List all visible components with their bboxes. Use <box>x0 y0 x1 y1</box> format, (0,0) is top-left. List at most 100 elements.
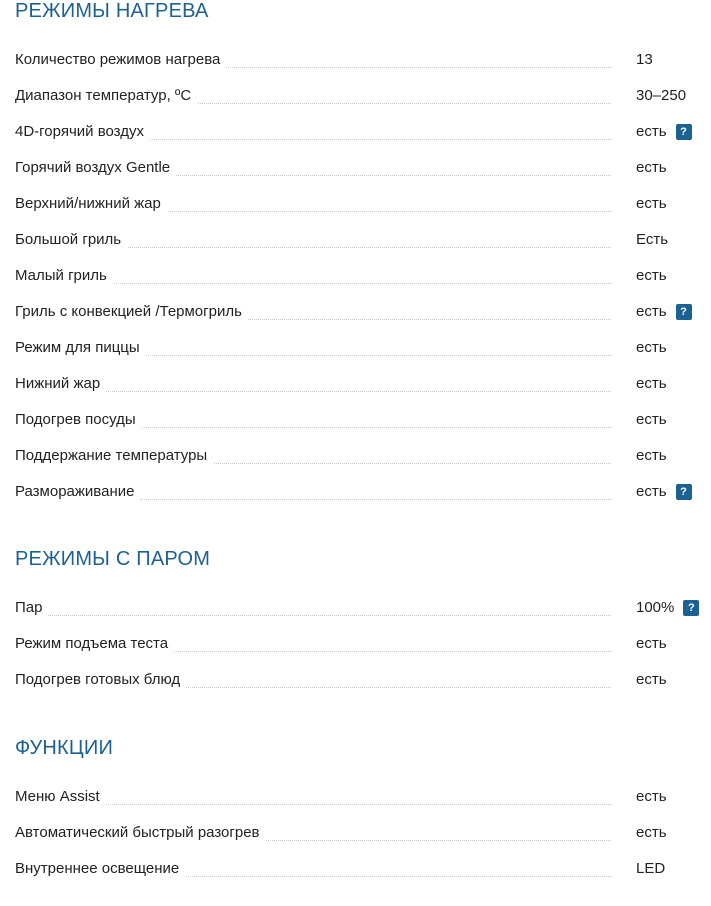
spec-value-cell: есть <box>621 339 695 357</box>
dotted-leader <box>15 804 611 805</box>
help-icon[interactable]: ? <box>675 304 692 320</box>
spec-list: Пар 100%? Режим подъема теста есть Подогрев … <box>15 590 700 698</box>
spec-label: Гриль с конвекцией /Термогриль <box>15 303 248 321</box>
spec-value-cell: есть <box>621 671 695 689</box>
spec-value-cell: есть <box>621 447 695 465</box>
spec-value-cell: есть <box>621 411 695 429</box>
spec-value: есть <box>636 635 667 652</box>
spec-value: есть <box>636 447 667 464</box>
spec-row: Малый гриль есть <box>15 258 695 294</box>
spec-value: есть <box>636 123 667 140</box>
spec-label-cell: Режим подъема теста <box>15 626 621 662</box>
spec-label: Подогрев готовых блюд <box>15 671 187 689</box>
spec-label-cell: Гриль с конвекцией /Термогриль <box>15 294 621 330</box>
spec-label-cell: Горячий воздух Gentle <box>15 150 621 186</box>
spec-label: Подогрев посуды <box>15 411 142 429</box>
spec-label-cell: Размораживание <box>15 474 621 510</box>
spec-value-cell: есть <box>621 159 695 177</box>
spec-row: Верхний/нижний жар есть <box>15 186 695 222</box>
spec-value-cell: Есть <box>621 231 695 249</box>
spec-label: Меню Assist <box>15 788 106 806</box>
spec-row: Пар 100%? <box>15 590 700 626</box>
spec-row: Нижний жар есть <box>15 366 695 402</box>
spec-row: Подогрев готовых блюд есть <box>15 662 695 698</box>
spec-value-cell: 30–250 <box>621 87 695 105</box>
spec-value-cell: есть <box>621 375 695 393</box>
spec-value-cell: 13 <box>621 51 695 69</box>
dotted-leader <box>15 139 611 140</box>
spec-row: Гриль с конвекцией /Термогриль есть? <box>15 294 695 330</box>
spec-label-cell: Внутреннее освещение <box>15 851 621 887</box>
spec-row: Размораживание есть? <box>15 474 695 510</box>
spec-value: есть <box>636 375 667 392</box>
spec-value-cell: есть <box>621 267 695 285</box>
spec-value: есть <box>636 159 667 176</box>
dotted-leader <box>15 175 611 176</box>
spec-value: 30–250 <box>636 87 687 104</box>
spec-value-cell: есть? <box>621 123 695 141</box>
spec-value: есть <box>636 195 667 212</box>
spec-label: Пар <box>15 599 49 617</box>
spec-value-cell: есть <box>621 635 695 653</box>
spec-value: есть <box>636 483 667 500</box>
section-functions: ФУНКЦИИ Меню Assist есть Автоматический бы… <box>15 737 695 887</box>
spec-list: Меню Assist есть Автоматический быстрый ра… <box>15 779 695 887</box>
spec-row: Поддержание температуры есть <box>15 438 695 474</box>
help-icon[interactable]: ? <box>683 600 700 616</box>
dotted-leader <box>15 615 611 616</box>
spec-value: 13 <box>636 51 653 68</box>
spec-label-cell: Диапазон температур, ºС <box>15 78 621 114</box>
spec-value: есть <box>636 411 667 428</box>
spec-row: Меню Assist есть <box>15 779 695 815</box>
dotted-leader <box>15 319 611 320</box>
spec-value: Есть <box>636 231 669 248</box>
spec-label: Малый гриль <box>15 267 113 285</box>
section-title: РЕЖИМЫ НАГРЕВА <box>15 0 209 22</box>
spec-label: Количество режимов нагрева <box>15 51 227 69</box>
spec-row: Большой гриль Есть <box>15 222 695 258</box>
spec-label-cell: Пар <box>15 590 621 626</box>
spec-label: Режим для пиццы <box>15 339 146 357</box>
spec-value: есть <box>636 824 667 841</box>
section-heating-modes: РЕЖИМЫ НАГРЕВА Количество режимов нагрев… <box>15 0 695 510</box>
section-title: ФУНКЦИИ <box>15 737 114 759</box>
spec-label-cell: Подогрев посуды <box>15 402 621 438</box>
spec-row: 4D-горячий воздух есть? <box>15 114 695 150</box>
spec-value-cell: 100%? <box>621 599 700 617</box>
spec-label-cell: Поддержание температуры <box>15 438 621 474</box>
spec-row: Автоматический быстрый разогрев есть <box>15 815 695 851</box>
dotted-leader <box>15 876 611 877</box>
spec-value-cell: LED <box>621 860 695 878</box>
spec-value-cell: есть <box>621 824 695 842</box>
spec-label: Поддержание температуры <box>15 447 214 465</box>
spec-value: 100% <box>636 599 675 616</box>
help-icon[interactable]: ? <box>675 484 692 500</box>
section-title: РЕЖИМЫ С ПАРОМ <box>15 548 211 570</box>
spec-label-cell: Количество режимов нагрева <box>15 42 621 78</box>
dotted-leader <box>15 67 611 68</box>
spec-label: 4D-горячий воздух <box>15 123 150 141</box>
spec-value: есть <box>636 671 667 688</box>
spec-label: Диапазон температур, ºС <box>15 87 198 105</box>
spec-list: Количество режимов нагрева 13 Диапазон тем… <box>15 42 695 510</box>
spec-value-cell: есть? <box>621 483 695 501</box>
dotted-leader <box>15 651 611 652</box>
dotted-leader <box>15 283 611 284</box>
spec-label: Внутреннее освещение <box>15 860 186 878</box>
spec-label-cell: Нижний жар <box>15 366 621 402</box>
spec-value-cell: есть? <box>621 303 695 321</box>
dotted-leader <box>15 687 611 688</box>
spec-label: Большой гриль <box>15 231 128 249</box>
dotted-leader <box>15 247 611 248</box>
spec-label: Автоматический быстрый разогрев <box>15 824 266 842</box>
spec-value-cell: есть <box>621 195 695 213</box>
spec-label-cell: Автоматический быстрый разогрев <box>15 815 621 851</box>
dotted-leader <box>15 463 611 464</box>
help-icon[interactable]: ? <box>675 124 692 140</box>
spec-row: Режим подъема теста есть <box>15 626 695 662</box>
section-steam-modes: РЕЖИМЫ С ПАРОМ Пар 100%? Режим подъема тес… <box>15 548 700 698</box>
spec-row: Режим для пиццы есть <box>15 330 695 366</box>
spec-label-cell: Малый гриль <box>15 258 621 294</box>
spec-row: Диапазон температур, ºС 30–250 <box>15 78 695 114</box>
